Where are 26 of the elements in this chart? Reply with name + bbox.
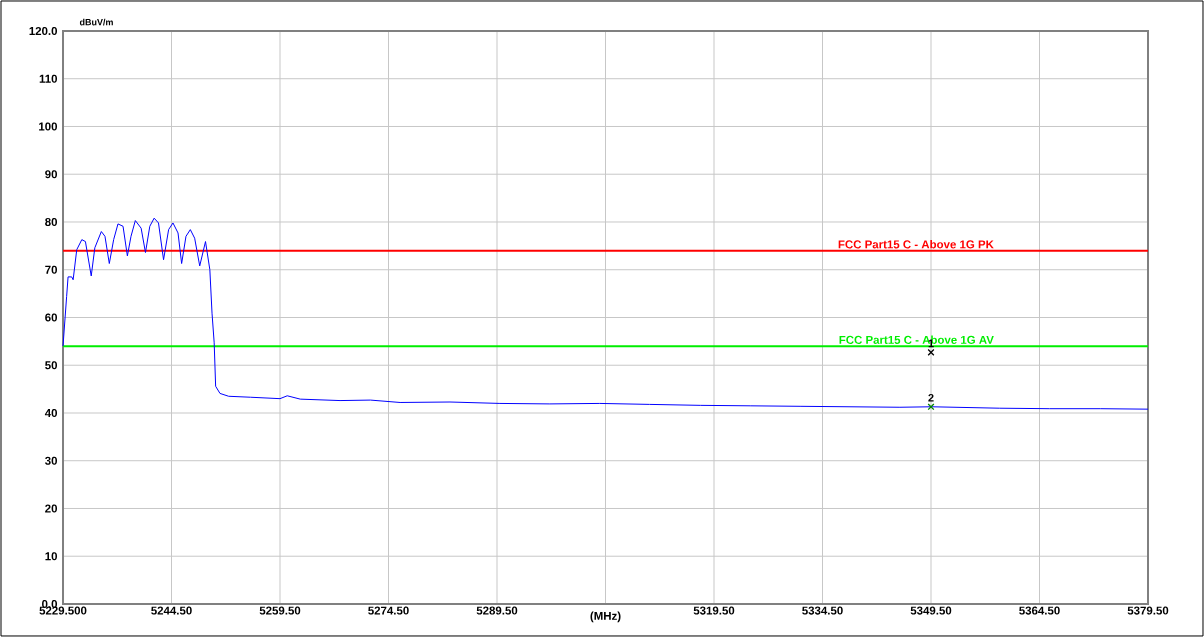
x-axis-title: (MHz) bbox=[590, 611, 621, 623]
y-tick-label: 70 bbox=[45, 265, 58, 274]
x-tick-label: 5259.50 bbox=[259, 606, 301, 615]
x-tick-label: 5334.50 bbox=[802, 606, 843, 615]
x-tick-label: 5319.50 bbox=[693, 606, 735, 615]
x-tick-label: 5244.50 bbox=[151, 606, 192, 615]
y-tick-label: 30 bbox=[45, 456, 58, 465]
y-tick-label: 110 bbox=[39, 74, 58, 83]
x-tick-label: 5379.50 bbox=[1127, 606, 1169, 615]
y-tick-label: 90 bbox=[45, 170, 58, 179]
x-tick-label: 5364.50 bbox=[1019, 606, 1060, 615]
ref-line-label: FCC Part15 C - Above 1G PK bbox=[838, 240, 994, 249]
x-tick-label: 5349.50 bbox=[910, 606, 952, 615]
x-tick-label: 5289.50 bbox=[476, 606, 518, 615]
y-tick-label: 40 bbox=[44, 408, 58, 418]
y-axis-title: dBuV/m bbox=[79, 18, 113, 26]
y-tick-label: 100 bbox=[39, 122, 58, 131]
y-tick-label: 20 bbox=[45, 504, 58, 513]
y-tick-label: 80 bbox=[45, 217, 58, 227]
y-tick-label: 60 bbox=[45, 313, 58, 322]
y-tick-label: 50 bbox=[45, 361, 58, 370]
annotation: 2 bbox=[928, 393, 934, 402]
y-tick-label: 120.0 bbox=[29, 26, 58, 36]
x-tick-label: 5229.500 bbox=[39, 606, 87, 615]
x-tick-label: 5274.50 bbox=[368, 606, 409, 615]
y-tick-label: 10 bbox=[45, 552, 58, 561]
